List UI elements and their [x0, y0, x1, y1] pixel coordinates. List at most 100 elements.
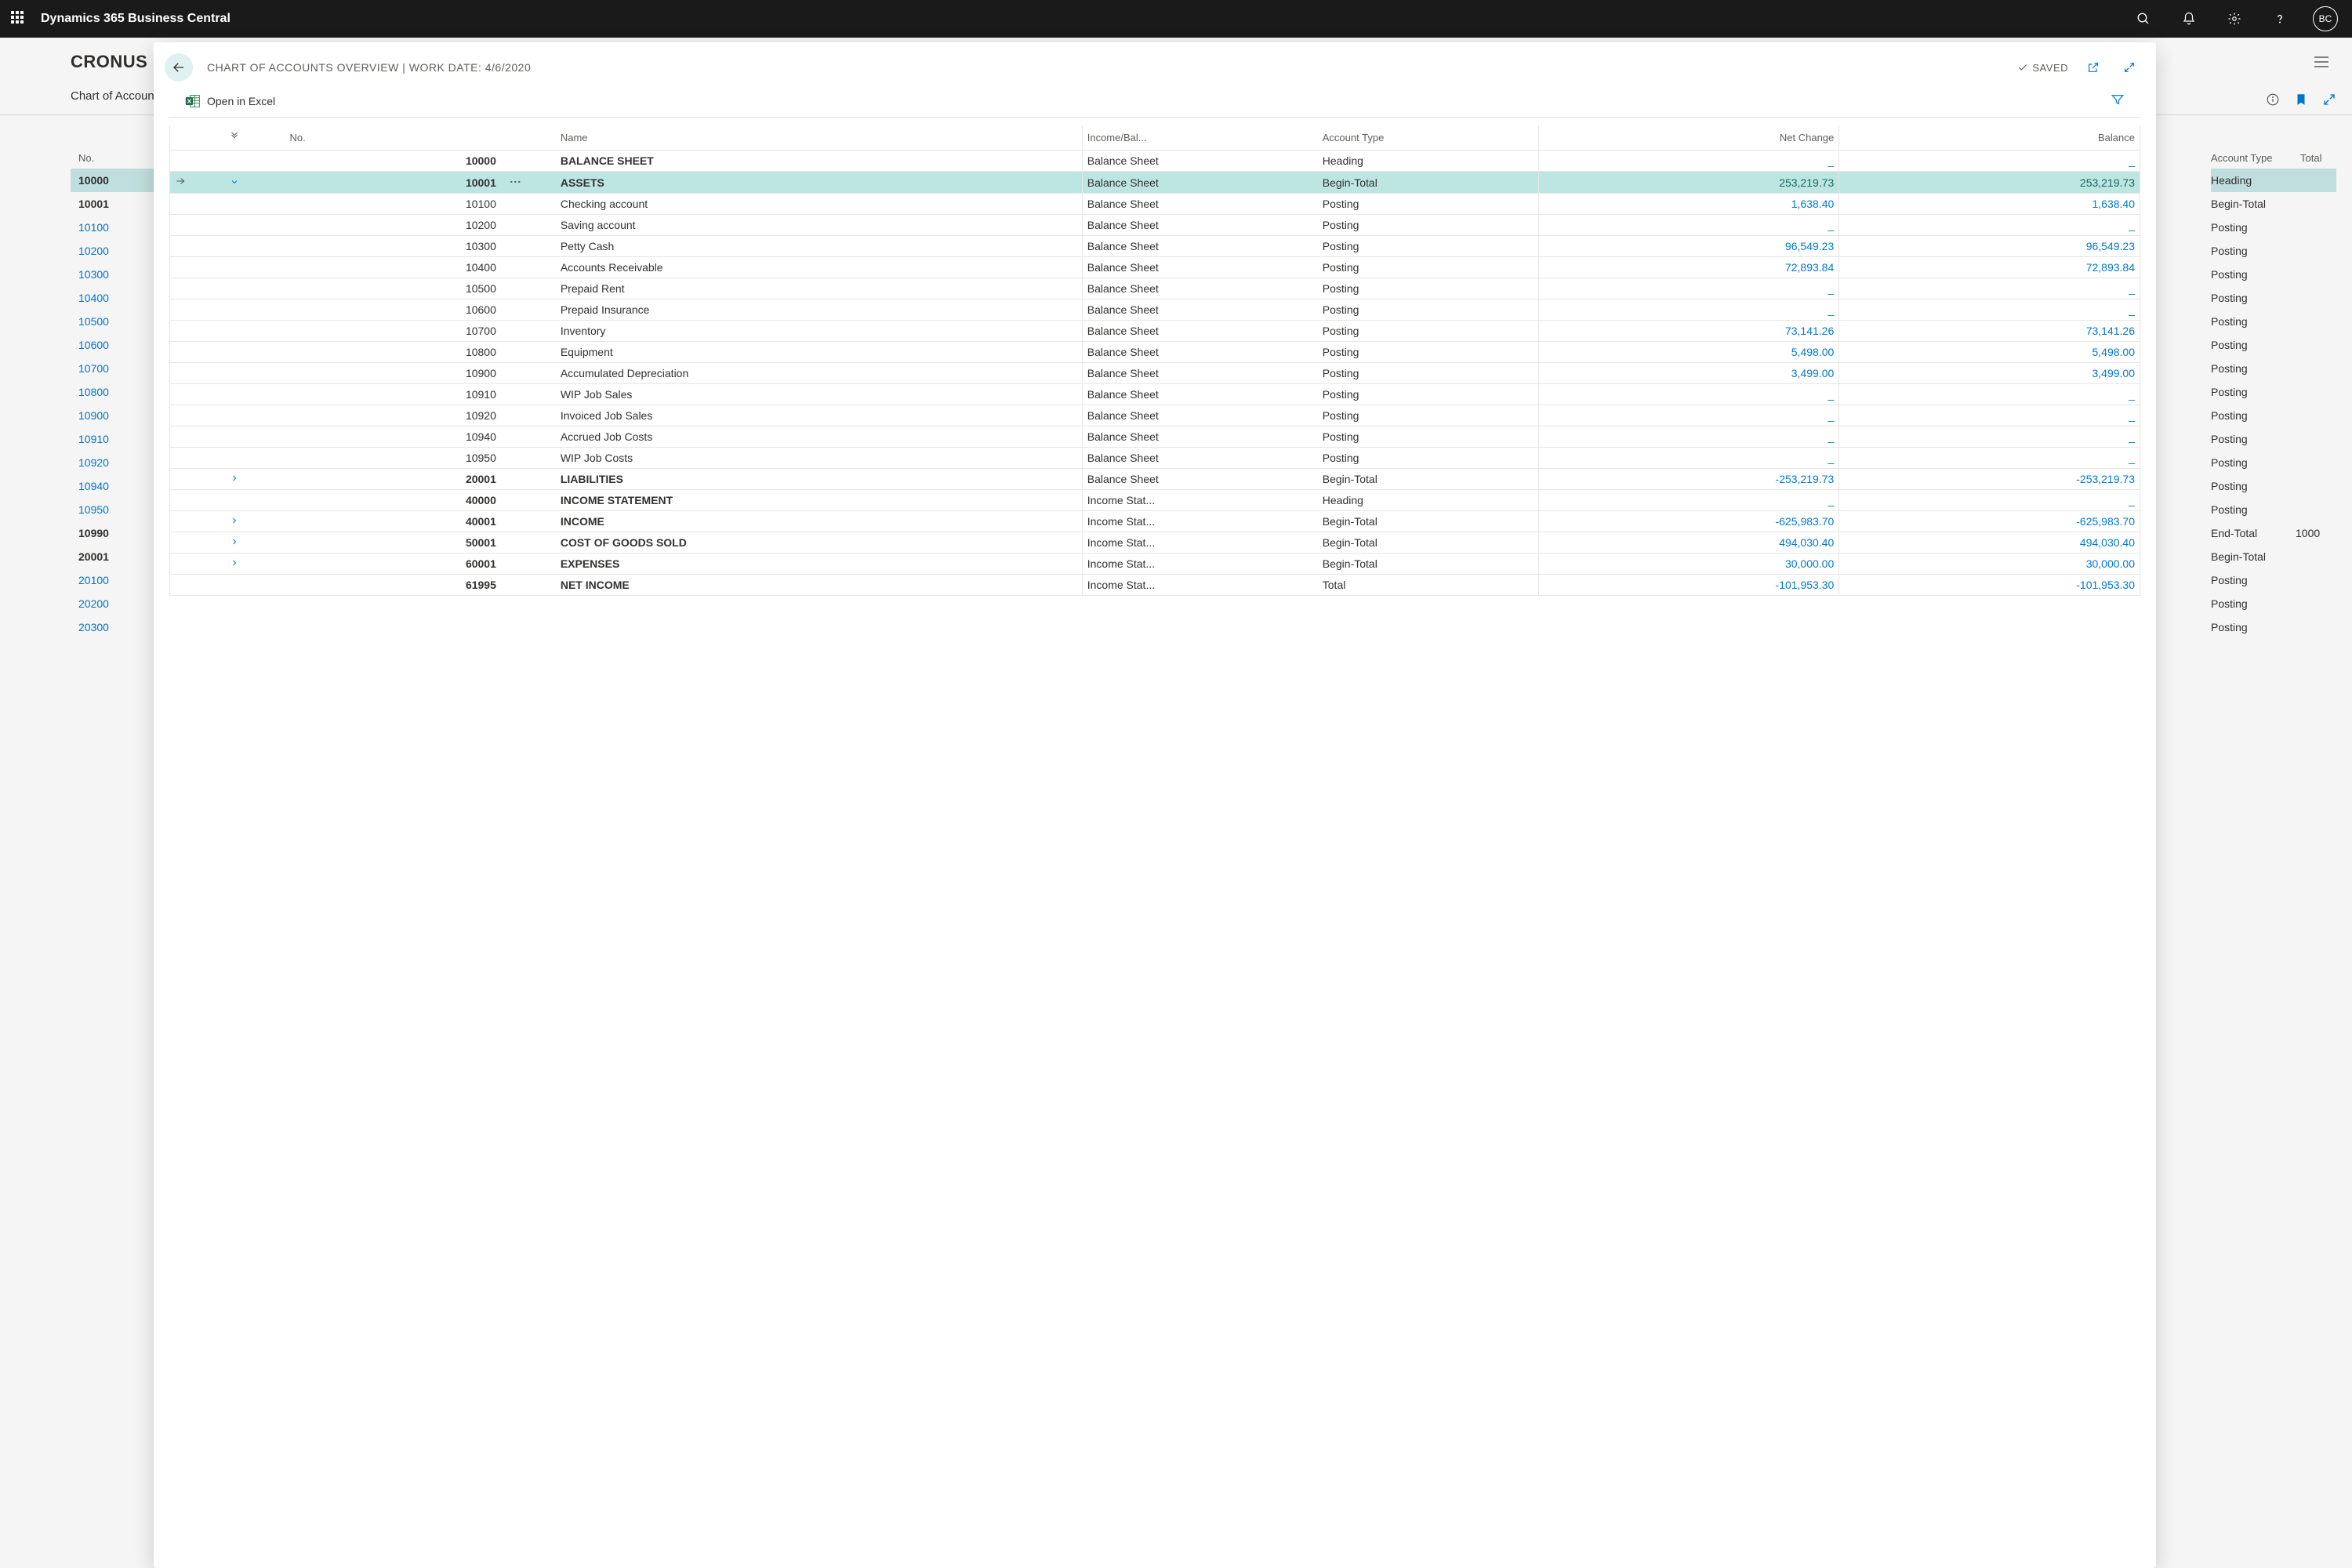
back-button[interactable]	[165, 53, 193, 82]
bg-left-row[interactable]: 20200	[71, 592, 165, 615]
bg-left-row[interactable]: 10940	[71, 474, 165, 498]
table-row[interactable]: 10600Prepaid InsuranceBalance SheetPosti…	[170, 299, 2140, 321]
expand-row-icon[interactable]	[230, 473, 239, 485]
cell-balance[interactable]: _	[1839, 278, 2140, 299]
col-account-type[interactable]: Account Type	[1318, 125, 1538, 151]
col-balance[interactable]: Balance	[1839, 125, 2140, 151]
cell-balance[interactable]: 72,893.84	[1839, 257, 2140, 278]
open-in-excel-button[interactable]: Open in Excel	[185, 93, 275, 109]
expand-row-icon[interactable]	[230, 536, 239, 549]
cell-net-change[interactable]: 96,549.23	[1538, 236, 1839, 257]
table-row[interactable]: 10300Petty CashBalance SheetPosting96,54…	[170, 236, 2140, 257]
cell-net-change[interactable]: -625,983.70	[1538, 511, 1839, 532]
table-row[interactable]: 10001⋮ASSETSBalance SheetBegin-Total253,…	[170, 172, 2140, 194]
table-row[interactable]: 10900Accumulated DepreciationBalance She…	[170, 363, 2140, 384]
expand-row-icon[interactable]	[230, 176, 239, 189]
info-icon[interactable]	[2266, 93, 2280, 109]
user-avatar[interactable]: BC	[2310, 3, 2341, 34]
bg-left-row[interactable]: 10700	[71, 357, 165, 380]
filter-icon[interactable]	[2111, 93, 2125, 109]
table-row[interactable]: 40001INCOMEIncome Stat...Begin-Total-625…	[170, 511, 2140, 532]
bg-left-row[interactable]: 10910	[71, 427, 165, 451]
cell-net-change[interactable]: 253,219.73	[1538, 172, 1839, 194]
table-row[interactable]: 10700InventoryBalance SheetPosting73,141…	[170, 321, 2140, 342]
search-icon[interactable]	[2128, 3, 2159, 34]
expand-row-icon[interactable]	[230, 515, 239, 528]
cell-balance[interactable]: _	[1839, 490, 2140, 511]
bg-left-row[interactable]: 10500	[71, 310, 165, 333]
cell-net-change[interactable]: 1,638.40	[1538, 194, 1839, 215]
cell-balance[interactable]: 494,030.40	[1839, 532, 2140, 554]
cell-balance[interactable]: _	[1839, 215, 2140, 236]
bg-left-row[interactable]: 10000	[71, 169, 165, 192]
table-row[interactable]: 10200Saving accountBalance SheetPosting_…	[170, 215, 2140, 236]
bg-left-row[interactable]: 10001	[71, 192, 165, 216]
table-row[interactable]: 50001COST OF GOODS SOLDIncome Stat...Beg…	[170, 532, 2140, 554]
bookmark-icon[interactable]	[2294, 93, 2308, 109]
col-income-balance[interactable]: Income/Bal...	[1082, 125, 1318, 151]
table-row[interactable]: 10950WIP Job CostsBalance SheetPosting__	[170, 448, 2140, 469]
settings-icon[interactable]	[2219, 3, 2250, 34]
pop-out-icon[interactable]	[2082, 56, 2104, 78]
table-row[interactable]: 20001LIABILITIESBalance SheetBegin-Total…	[170, 469, 2140, 490]
cell-balance[interactable]: -625,983.70	[1839, 511, 2140, 532]
table-row[interactable]: 10000BALANCE SHEETBalance SheetHeading__	[170, 151, 2140, 172]
cell-net-change[interactable]: 73,141.26	[1538, 321, 1839, 342]
bg-left-row[interactable]: 10920	[71, 451, 165, 474]
table-row[interactable]: 10500Prepaid RentBalance SheetPosting__	[170, 278, 2140, 299]
cell-balance[interactable]: 73,141.26	[1839, 321, 2140, 342]
bg-left-row[interactable]: 10400	[71, 286, 165, 310]
table-row[interactable]: 10800EquipmentBalance SheetPosting5,498.…	[170, 342, 2140, 363]
cell-balance[interactable]: -253,219.73	[1839, 469, 2140, 490]
cell-balance[interactable]: 253,219.73	[1839, 172, 2140, 194]
bg-left-row[interactable]: 10900	[71, 404, 165, 427]
cell-net-change[interactable]: _	[1538, 278, 1839, 299]
cell-net-change[interactable]: 30,000.00	[1538, 554, 1839, 575]
cell-balance[interactable]: _	[1839, 426, 2140, 448]
cell-net-change[interactable]: 5,498.00	[1538, 342, 1839, 363]
cell-net-change[interactable]: _	[1538, 215, 1839, 236]
bg-left-row[interactable]: 10990	[71, 521, 165, 545]
cell-balance[interactable]: _	[1839, 405, 2140, 426]
cell-net-change[interactable]: _	[1538, 448, 1839, 469]
cell-net-change[interactable]: _	[1538, 384, 1839, 405]
cell-balance[interactable]: 96,549.23	[1839, 236, 2140, 257]
bg-left-row[interactable]: 10100	[71, 216, 165, 239]
bg-left-row[interactable]: 10300	[71, 263, 165, 286]
cell-balance[interactable]: 30,000.00	[1839, 554, 2140, 575]
col-no[interactable]: No.	[285, 125, 506, 151]
expand-row-icon[interactable]	[230, 557, 239, 570]
cell-net-change[interactable]: _	[1538, 405, 1839, 426]
bg-left-row[interactable]: 10800	[71, 380, 165, 404]
cell-balance[interactable]: _	[1839, 384, 2140, 405]
maximize-icon[interactable]	[2118, 56, 2140, 78]
table-row[interactable]: 61995NET INCOMEIncome Stat...Total-101,9…	[170, 575, 2140, 596]
cell-balance[interactable]: _	[1839, 299, 2140, 321]
cell-balance[interactable]: 1,638.40	[1839, 194, 2140, 215]
table-row[interactable]: 10910WIP Job SalesBalance SheetPosting__	[170, 384, 2140, 405]
table-row[interactable]: 60001EXPENSESIncome Stat...Begin-Total30…	[170, 554, 2140, 575]
bg-left-row[interactable]: 20300	[71, 615, 165, 639]
cell-net-change[interactable]: -253,219.73	[1538, 469, 1839, 490]
bg-left-row[interactable]: 10600	[71, 333, 165, 357]
app-launcher-icon[interactable]	[11, 11, 27, 27]
row-actions-icon[interactable]: ⋮	[510, 176, 521, 187]
cell-balance[interactable]: _	[1839, 448, 2140, 469]
bg-left-row[interactable]: 20100	[71, 568, 165, 592]
table-row[interactable]: 10400Accounts ReceivableBalance SheetPos…	[170, 257, 2140, 278]
table-row[interactable]: 10940Accrued Job CostsBalance SheetPosti…	[170, 426, 2140, 448]
table-row[interactable]: 10100Checking accountBalance SheetPostin…	[170, 194, 2140, 215]
cell-net-change[interactable]: 72,893.84	[1538, 257, 1839, 278]
expand-icon[interactable]	[2322, 93, 2336, 109]
cell-net-change[interactable]: 3,499.00	[1538, 363, 1839, 384]
col-net-change[interactable]: Net Change	[1538, 125, 1839, 151]
bg-left-row[interactable]: 10950	[71, 498, 165, 521]
cell-net-change[interactable]: _	[1538, 490, 1839, 511]
cell-net-change[interactable]: _	[1538, 426, 1839, 448]
accounts-table-scroll[interactable]: No. Name Income/Bal... Account Type Net …	[154, 118, 2156, 1568]
help-icon[interactable]	[2264, 3, 2296, 34]
cell-balance[interactable]: -101,953.30	[1839, 575, 2140, 596]
cell-net-change[interactable]: 494,030.40	[1538, 532, 1839, 554]
bg-left-row[interactable]: 10200	[71, 239, 165, 263]
cell-net-change[interactable]: _	[1538, 151, 1839, 172]
